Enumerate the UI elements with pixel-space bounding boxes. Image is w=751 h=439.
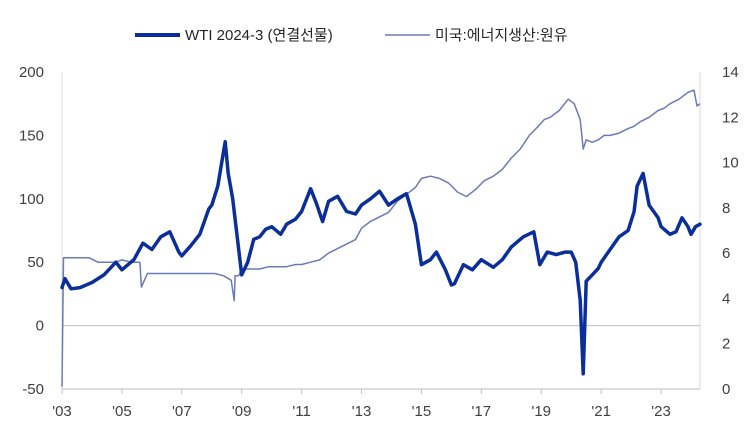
- legend: WTI 2024-3 (연결선물) 미국:에너지생산:원유: [135, 27, 568, 44]
- series-line-wti: [60, 139, 702, 376]
- y-right-tick-label: 4: [722, 290, 730, 307]
- x-tick-label: '17: [472, 403, 492, 420]
- y-left-tick-label: -50: [22, 381, 44, 398]
- y-right-tick-label: 8: [722, 200, 730, 217]
- legend-label-wti: WTI 2024-3 (연결선물): [185, 27, 333, 44]
- y-left-tick-label: 0: [36, 318, 44, 335]
- y-right-tick-label: 0: [722, 381, 730, 398]
- x-tick-label: '07: [172, 403, 192, 420]
- x-tick-label: '03: [52, 403, 72, 420]
- y-left-tick-label: 200: [19, 64, 44, 81]
- y-right-tick-label: 14: [722, 64, 739, 81]
- x-tick-label: '21: [591, 403, 611, 420]
- x-tick-label: '09: [232, 403, 252, 420]
- legend-label-crude-production: 미국:에너지생산:원유: [435, 27, 568, 44]
- y-right-tick-label: 2: [722, 336, 730, 353]
- axes: -50 0 50 100 150 200 0 2 4 6 8 10 12 14 '03 '05 '07 '09 '1…: [19, 64, 739, 420]
- x-tick-label: '05: [112, 403, 132, 420]
- y-left-tick-label: 100: [19, 191, 44, 208]
- y-right-tick-label: 12: [722, 109, 739, 126]
- y-left-tick-label: 50: [27, 254, 44, 271]
- series-line-crude-production: [61, 89, 701, 387]
- x-tick-label: '23: [651, 403, 671, 420]
- y-right-tick-label: 10: [722, 155, 739, 172]
- x-tick-label: '19: [531, 403, 551, 420]
- y-left-tick-label: 150: [19, 127, 44, 144]
- series: [60, 89, 702, 387]
- x-tick-label: '11: [292, 403, 310, 420]
- x-tick-label: '15: [412, 403, 432, 420]
- x-tick-label: '13: [352, 403, 372, 420]
- y-right-tick-label: 6: [722, 245, 730, 262]
